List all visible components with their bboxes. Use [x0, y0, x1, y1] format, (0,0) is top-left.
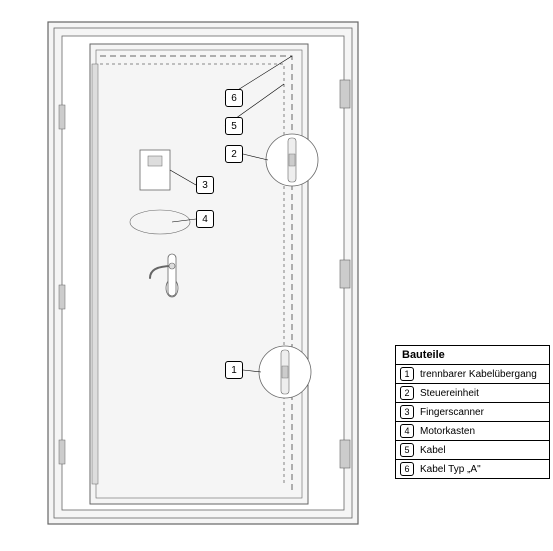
legend-num: 5	[400, 443, 414, 457]
legend-row: 2 Steuereinheit	[396, 384, 549, 403]
callout-1: 1	[225, 361, 243, 379]
legend-label: Steuereinheit	[420, 388, 479, 399]
callout-2: 2	[225, 145, 243, 163]
legend-label: Kabel Typ „A"	[420, 464, 481, 475]
legend-num: 6	[400, 462, 414, 476]
legend-label: trennbarer Kabelübergang	[420, 369, 537, 380]
legend-title: Bauteile	[396, 346, 549, 365]
legend-box: Bauteile 1 trennbarer Kabelübergang 2 Steue…	[395, 345, 550, 479]
legend-num: 3	[400, 405, 414, 419]
legend-row: 1 trennbarer Kabelübergang	[396, 365, 549, 384]
legend-row: 5 Kabel	[396, 441, 549, 460]
legend-num: 4	[400, 424, 414, 438]
legend-label: Fingerscanner	[420, 407, 484, 418]
legend-row: 3 Fingerscanner	[396, 403, 549, 422]
legend-label: Motorkasten	[420, 426, 475, 437]
callout-3: 3	[196, 176, 214, 194]
legend-row: 4 Motorkasten	[396, 422, 549, 441]
callout-5: 5	[225, 117, 243, 135]
legend-num: 1	[400, 367, 414, 381]
legend-num: 2	[400, 386, 414, 400]
callout-6: 6	[225, 89, 243, 107]
legend-row: 6 Kabel Typ „A"	[396, 460, 549, 478]
legend-label: Kabel	[420, 445, 446, 456]
callout-4: 4	[196, 210, 214, 228]
